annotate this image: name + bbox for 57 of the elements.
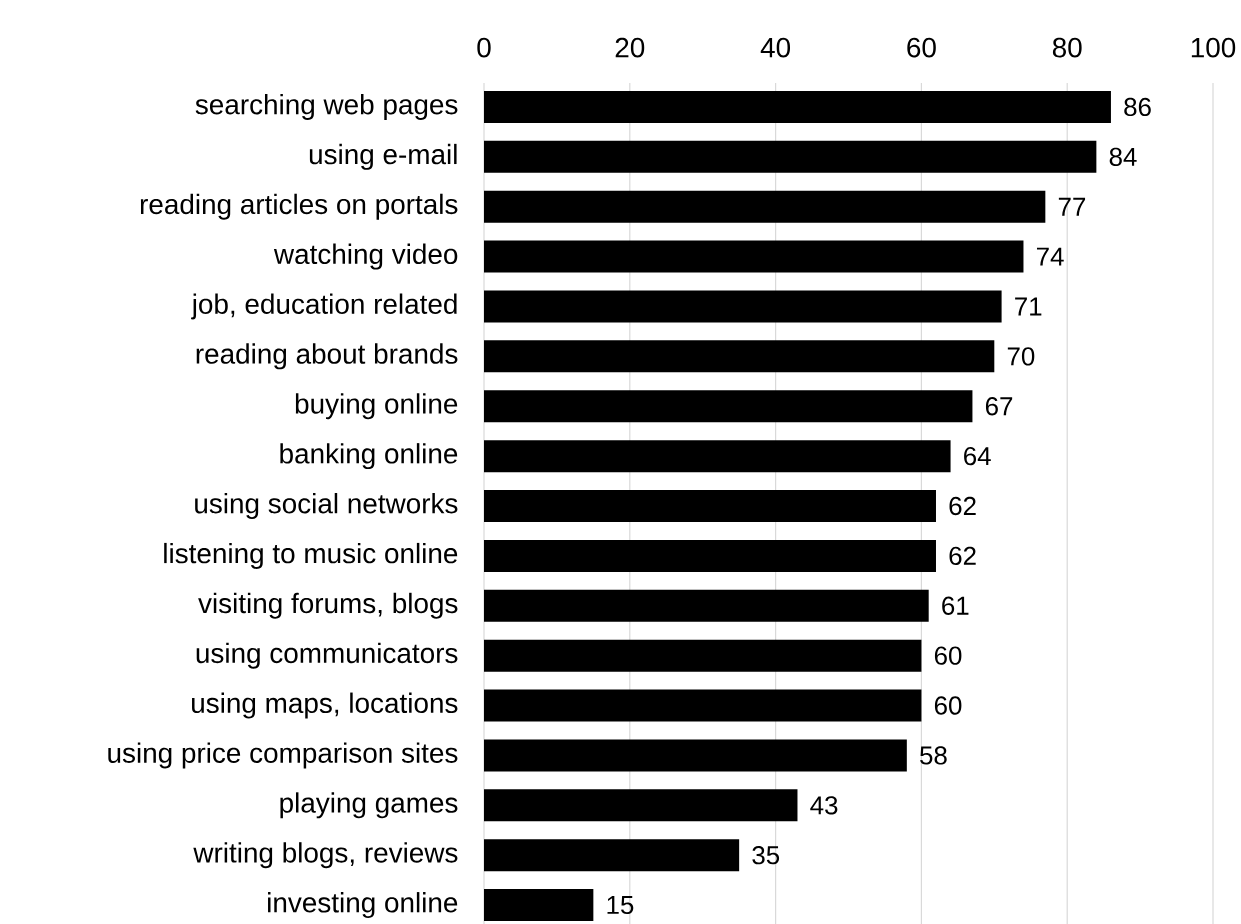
y-tick-label: using price comparison sites	[108, 742, 458, 769]
y-tick-label: watching video	[273, 243, 458, 270]
bar	[484, 689, 922, 722]
data-label: 15	[607, 896, 634, 915]
bar	[484, 589, 929, 622]
y-tick-label: using e-mail	[309, 143, 457, 170]
bar	[484, 440, 951, 473]
bar	[484, 340, 995, 373]
bar	[484, 739, 907, 772]
bar	[484, 140, 1097, 173]
data-label: 43	[810, 796, 838, 815]
y-tick-label: investing online	[268, 892, 458, 919]
y-tick-label: using maps, locations	[192, 692, 458, 719]
y-tick-label: playing games	[280, 792, 458, 819]
x-tick-label: 100	[1191, 37, 1236, 58]
data-label: 60	[934, 696, 962, 715]
x-tick-label: 80	[1052, 37, 1082, 58]
y-tick-label: visiting forums, blogs	[198, 592, 458, 619]
data-label: 35	[752, 846, 780, 865]
y-tick-label: reading about brands	[196, 343, 458, 370]
bar	[484, 789, 798, 822]
data-label: 62	[949, 546, 976, 566]
x-tick-label: 0	[477, 37, 491, 58]
y-tick-label: reading articles on portals	[140, 193, 458, 220]
y-tick-label: job, education related	[191, 293, 457, 320]
y-tick-label: banking online	[280, 443, 458, 470]
bar	[484, 240, 1024, 273]
data-label: 67	[985, 397, 1013, 416]
data-label: 64	[964, 446, 991, 466]
y-tick-label: searching web pages	[195, 93, 458, 120]
data-label: 71	[1015, 297, 1042, 316]
bar	[484, 190, 1046, 223]
bar	[484, 839, 740, 872]
x-tick-label: 20	[615, 37, 645, 58]
bar	[484, 889, 594, 922]
x-tick-label: 40	[760, 37, 791, 58]
data-label: 60	[934, 646, 962, 665]
bar	[484, 639, 922, 672]
data-label: 62	[949, 496, 976, 516]
data-label: 58	[920, 746, 947, 765]
bar	[484, 290, 1002, 323]
data-label: 74	[1037, 247, 1064, 266]
y-tick-label: writing blogs, reviews	[193, 842, 458, 869]
data-label: 86	[1124, 97, 1151, 117]
y-tick-label: using social networks	[195, 493, 458, 519]
bar	[484, 90, 1111, 123]
bar	[484, 390, 973, 423]
bar	[484, 539, 936, 572]
x-tick-label: 60	[907, 37, 936, 58]
data-label: 70	[1007, 347, 1035, 366]
y-tick-label: buying online	[295, 393, 458, 420]
data-label: 77	[1058, 197, 1086, 216]
bar	[484, 490, 936, 523]
data-label: 61	[942, 596, 969, 615]
y-tick-label: listening to music online	[164, 542, 458, 569]
data-label: 84	[1109, 147, 1137, 166]
y-tick-label: using communicators	[196, 642, 458, 669]
